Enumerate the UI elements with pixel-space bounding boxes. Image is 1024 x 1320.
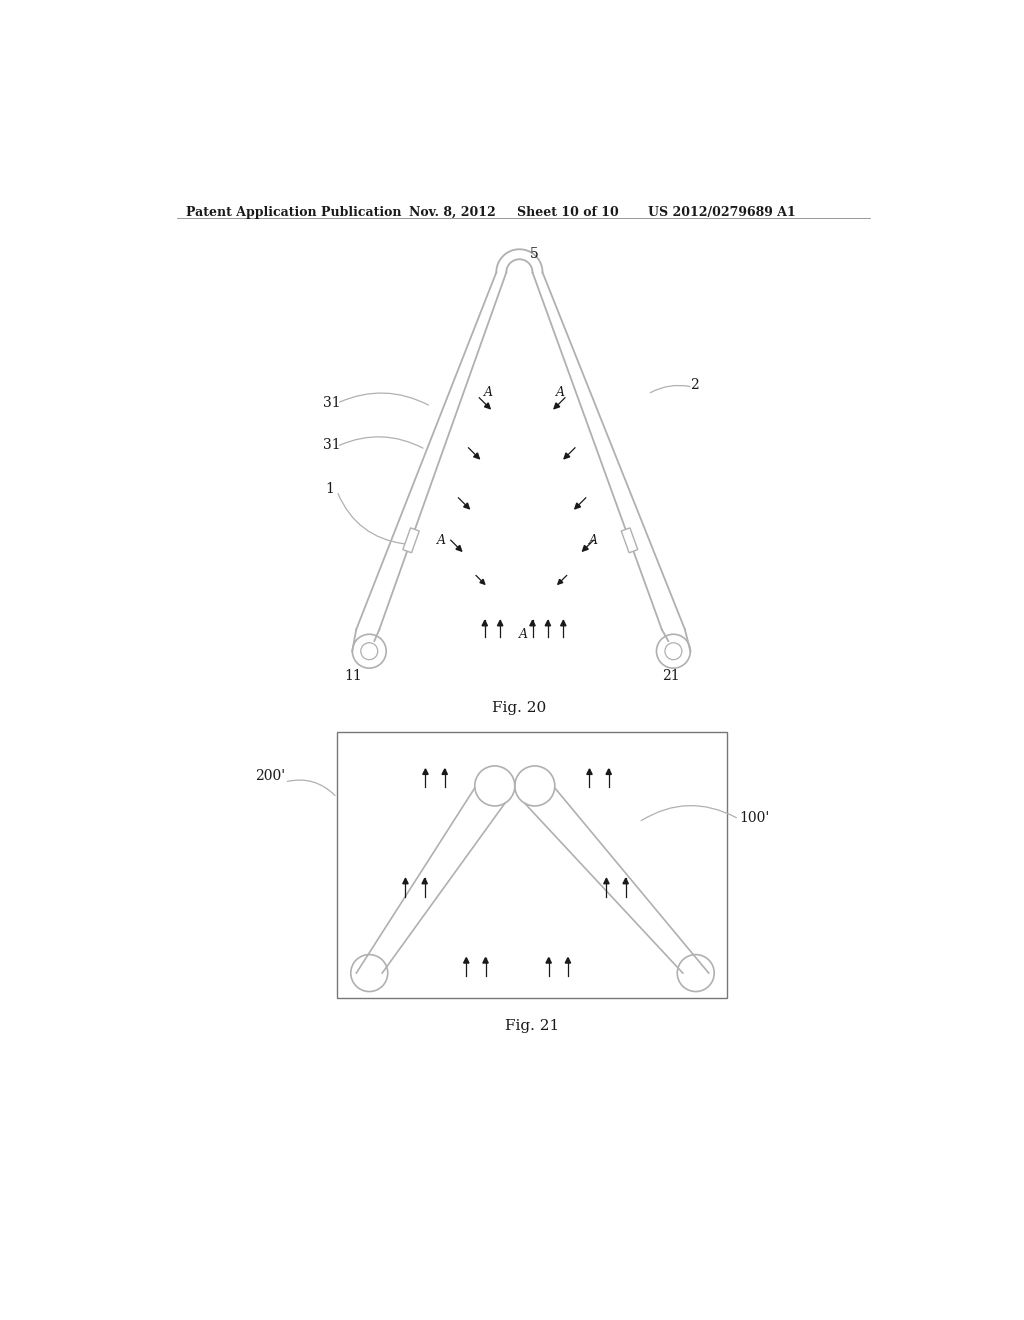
Polygon shape <box>422 878 427 884</box>
Polygon shape <box>622 528 638 553</box>
Polygon shape <box>558 579 563 585</box>
Text: US 2012/0279689 A1: US 2012/0279689 A1 <box>648 206 796 219</box>
Polygon shape <box>583 545 588 552</box>
Polygon shape <box>546 958 551 964</box>
Polygon shape <box>604 878 609 884</box>
Polygon shape <box>464 958 469 964</box>
Polygon shape <box>464 503 469 508</box>
Polygon shape <box>498 620 503 626</box>
Polygon shape <box>402 528 419 553</box>
Text: Fig. 21: Fig. 21 <box>505 1019 559 1034</box>
Polygon shape <box>474 453 479 459</box>
Polygon shape <box>623 878 629 884</box>
Text: 11: 11 <box>345 669 362 682</box>
Polygon shape <box>564 453 569 459</box>
Polygon shape <box>545 620 551 626</box>
Text: A: A <box>437 535 446 548</box>
Text: Patent Application Publication: Patent Application Publication <box>186 206 401 219</box>
Text: 2: 2 <box>689 378 698 392</box>
Text: A: A <box>483 387 493 400</box>
Polygon shape <box>484 403 490 409</box>
Text: Fig. 20: Fig. 20 <box>493 701 547 715</box>
Polygon shape <box>574 503 581 508</box>
Polygon shape <box>483 958 488 964</box>
Polygon shape <box>456 545 462 552</box>
Polygon shape <box>560 620 566 626</box>
Text: A: A <box>589 535 598 548</box>
Polygon shape <box>554 403 560 409</box>
Polygon shape <box>606 770 611 775</box>
Text: Nov. 8, 2012: Nov. 8, 2012 <box>410 206 496 219</box>
Text: Sheet 10 of 10: Sheet 10 of 10 <box>517 206 618 219</box>
Polygon shape <box>482 620 487 626</box>
Polygon shape <box>565 958 570 964</box>
Polygon shape <box>587 770 592 775</box>
Text: 100': 100' <box>739 812 769 825</box>
Text: 31: 31 <box>323 438 341 451</box>
Text: 5: 5 <box>529 247 539 261</box>
Polygon shape <box>423 770 428 775</box>
Polygon shape <box>402 878 409 884</box>
Polygon shape <box>529 620 536 626</box>
Text: 200': 200' <box>255 770 286 783</box>
Text: 21: 21 <box>662 669 680 682</box>
Polygon shape <box>480 579 484 585</box>
Text: 31: 31 <box>323 396 341 409</box>
Text: A: A <box>556 387 565 400</box>
Text: A: A <box>519 628 527 642</box>
Text: 1: 1 <box>326 482 334 496</box>
Polygon shape <box>442 770 447 775</box>
Bar <box>337 733 727 998</box>
